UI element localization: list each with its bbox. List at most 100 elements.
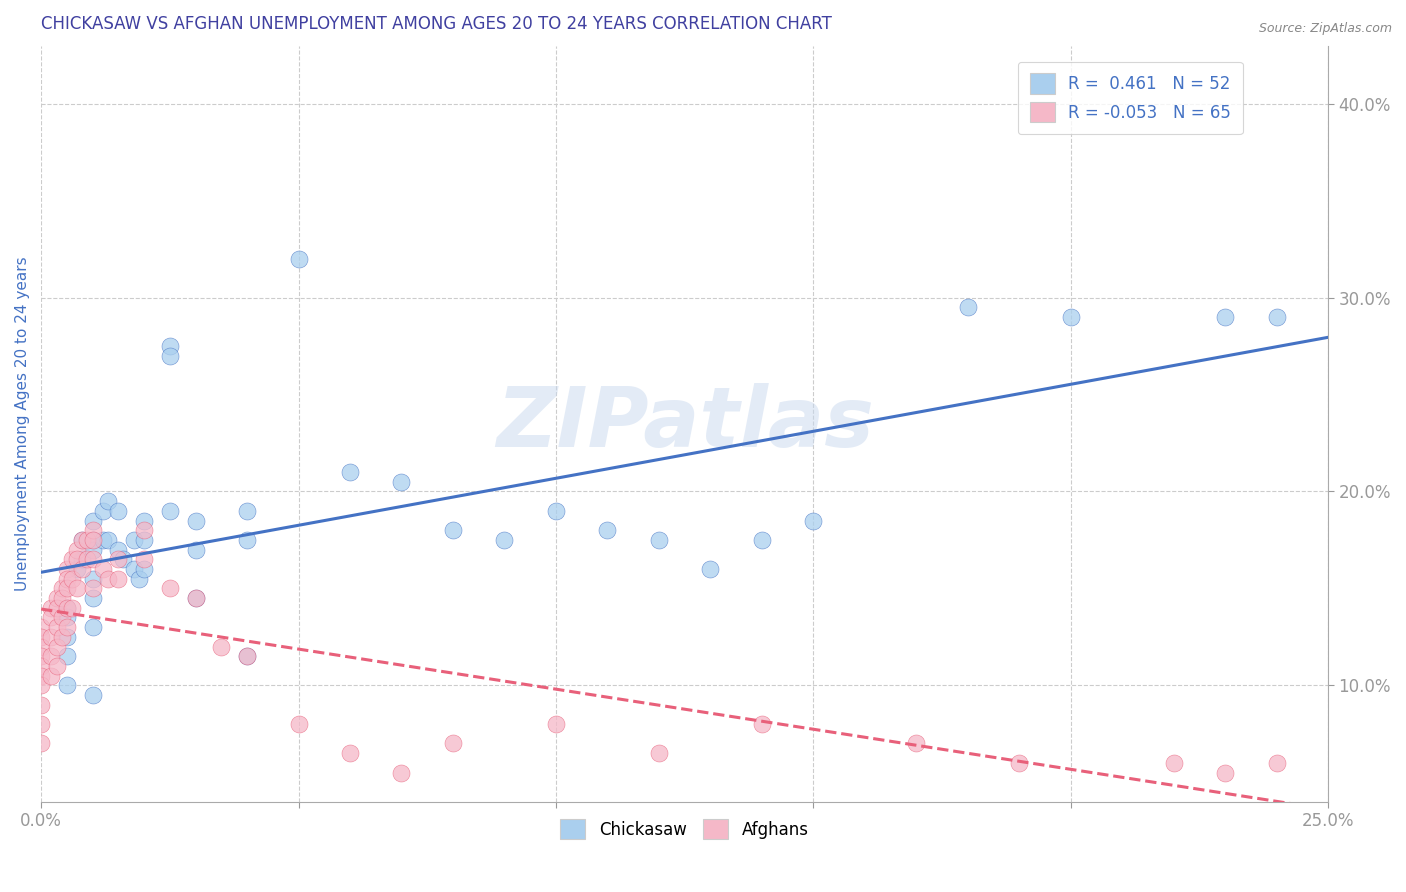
Point bbox=[45, 640, 67, 654]
Point bbox=[494, 533, 516, 547]
Point bbox=[41, 600, 63, 615]
Text: CHICKASAW VS AFGHAN UNEMPLOYMENT AMONG AGES 20 TO 24 YEARS CORRELATION CHART: CHICKASAW VS AFGHAN UNEMPLOYMENT AMONG A… bbox=[41, 15, 832, 33]
Legend: Chickasaw, Afghans: Chickasaw, Afghans bbox=[554, 813, 815, 847]
Point bbox=[339, 746, 361, 760]
Point bbox=[91, 562, 114, 576]
Point bbox=[184, 591, 207, 605]
Point bbox=[82, 552, 104, 566]
Point bbox=[128, 572, 150, 586]
Point bbox=[45, 591, 67, 605]
Point bbox=[112, 552, 135, 566]
Point bbox=[184, 514, 207, 528]
Point bbox=[1163, 756, 1185, 770]
Point bbox=[30, 649, 52, 664]
Point bbox=[544, 717, 567, 731]
Point bbox=[56, 610, 79, 624]
Point bbox=[30, 668, 52, 682]
Point bbox=[107, 552, 129, 566]
Point bbox=[30, 620, 52, 634]
Point bbox=[76, 552, 98, 566]
Point bbox=[30, 640, 52, 654]
Point bbox=[956, 301, 979, 315]
Point bbox=[1008, 756, 1031, 770]
Point bbox=[391, 475, 413, 489]
Point bbox=[56, 630, 79, 644]
Point bbox=[159, 582, 181, 596]
Point bbox=[97, 494, 120, 508]
Point bbox=[441, 736, 464, 750]
Point bbox=[82, 523, 104, 537]
Point bbox=[132, 533, 155, 547]
Point bbox=[82, 688, 104, 702]
Point bbox=[30, 717, 52, 731]
Point bbox=[72, 533, 94, 547]
Point bbox=[209, 640, 232, 654]
Point bbox=[391, 765, 413, 780]
Point bbox=[751, 717, 773, 731]
Point bbox=[287, 252, 309, 266]
Point bbox=[1060, 310, 1083, 324]
Point bbox=[56, 582, 79, 596]
Point bbox=[60, 572, 83, 586]
Point bbox=[45, 659, 67, 673]
Point bbox=[66, 582, 89, 596]
Point bbox=[30, 736, 52, 750]
Text: Source: ZipAtlas.com: Source: ZipAtlas.com bbox=[1258, 22, 1392, 36]
Point bbox=[97, 572, 120, 586]
Y-axis label: Unemployment Among Ages 20 to 24 years: Unemployment Among Ages 20 to 24 years bbox=[15, 256, 30, 591]
Point bbox=[82, 514, 104, 528]
Point bbox=[122, 533, 145, 547]
Point bbox=[339, 465, 361, 479]
Point bbox=[1265, 310, 1288, 324]
Point bbox=[107, 572, 129, 586]
Point bbox=[56, 600, 79, 615]
Point bbox=[132, 523, 155, 537]
Point bbox=[60, 552, 83, 566]
Point bbox=[82, 591, 104, 605]
Point bbox=[72, 533, 94, 547]
Point bbox=[82, 582, 104, 596]
Point bbox=[82, 620, 104, 634]
Point bbox=[97, 533, 120, 547]
Point bbox=[56, 572, 79, 586]
Point bbox=[159, 339, 181, 353]
Point bbox=[287, 717, 309, 731]
Point bbox=[648, 746, 671, 760]
Point bbox=[132, 552, 155, 566]
Point bbox=[544, 504, 567, 518]
Point bbox=[56, 562, 79, 576]
Point bbox=[648, 533, 671, 547]
Point bbox=[51, 630, 73, 644]
Point bbox=[30, 659, 52, 673]
Point bbox=[72, 552, 94, 566]
Point bbox=[122, 562, 145, 576]
Point bbox=[60, 600, 83, 615]
Point bbox=[1265, 756, 1288, 770]
Point bbox=[236, 504, 259, 518]
Point bbox=[66, 542, 89, 557]
Point bbox=[596, 523, 619, 537]
Point bbox=[82, 572, 104, 586]
Point bbox=[41, 668, 63, 682]
Point bbox=[56, 678, 79, 692]
Point bbox=[159, 349, 181, 363]
Point bbox=[45, 600, 67, 615]
Point bbox=[82, 533, 104, 547]
Point bbox=[72, 562, 94, 576]
Point bbox=[91, 504, 114, 518]
Point bbox=[184, 542, 207, 557]
Point bbox=[441, 523, 464, 537]
Point bbox=[41, 610, 63, 624]
Point bbox=[51, 610, 73, 624]
Point bbox=[66, 562, 89, 576]
Point bbox=[184, 591, 207, 605]
Point bbox=[56, 600, 79, 615]
Point bbox=[751, 533, 773, 547]
Point bbox=[56, 649, 79, 664]
Point bbox=[107, 504, 129, 518]
Point bbox=[91, 533, 114, 547]
Point bbox=[30, 630, 52, 644]
Point bbox=[236, 533, 259, 547]
Point bbox=[699, 562, 721, 576]
Point bbox=[1213, 765, 1236, 780]
